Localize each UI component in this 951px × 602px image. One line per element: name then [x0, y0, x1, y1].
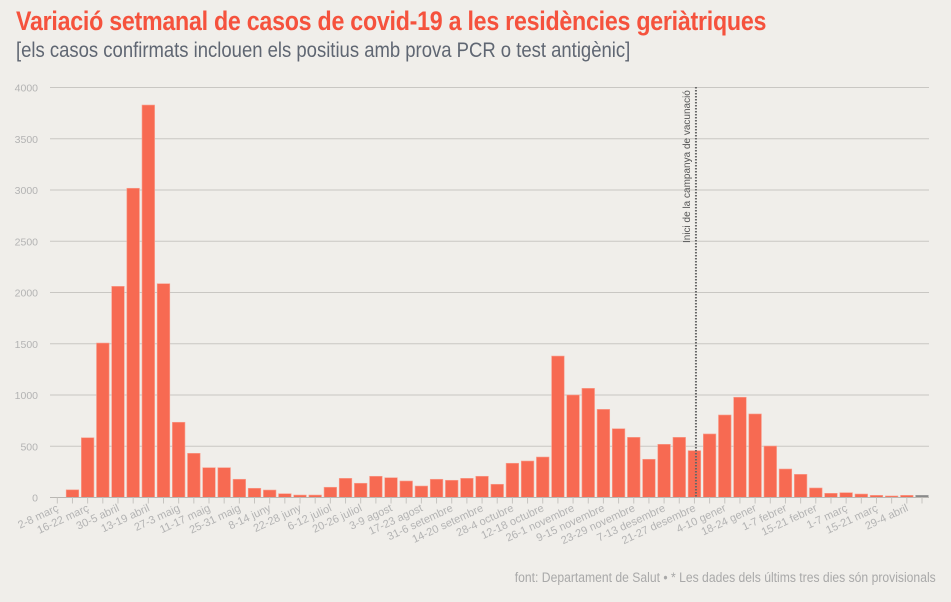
y-tick-label: 500 [20, 441, 38, 453]
bar [733, 396, 747, 498]
y-tick-label: 4000 [15, 83, 39, 95]
bar [384, 477, 398, 498]
bar [566, 394, 580, 498]
bar [156, 283, 171, 498]
bar [718, 414, 732, 498]
bar [172, 421, 186, 498]
y-axis-ticks: 0 500 1000 1500 2000 2500 3000 3500 4000 [15, 83, 39, 505]
bar [460, 478, 474, 498]
bar [263, 489, 277, 498]
bar [141, 104, 155, 498]
y-tick-label: 1000 [15, 390, 39, 402]
bar [247, 487, 262, 498]
bar [414, 485, 428, 498]
bar [111, 286, 125, 498]
y-tick-label: 1500 [15, 339, 39, 351]
chart-title: Variació setmanal de casos de covid-19 a… [16, 6, 767, 36]
bar [323, 486, 337, 498]
bar [202, 467, 216, 498]
bar [369, 475, 383, 498]
bar [475, 475, 489, 498]
bar [445, 479, 459, 498]
bar [399, 480, 413, 498]
bar [824, 492, 838, 498]
bar [490, 483, 504, 498]
bar [81, 437, 95, 498]
source-note: font: Departament de Salut • * Les dades… [515, 570, 936, 585]
bar [809, 487, 823, 498]
bar [429, 478, 444, 498]
bar [536, 456, 550, 498]
bar [611, 428, 626, 498]
y-tick-label: 3500 [15, 134, 39, 146]
bar [627, 437, 641, 498]
bar [65, 489, 80, 498]
bar [794, 474, 808, 498]
bar [354, 482, 368, 498]
bar [703, 433, 717, 498]
bar [657, 444, 671, 498]
bar [96, 342, 110, 498]
bar [581, 388, 595, 498]
bar [551, 355, 565, 498]
bar [642, 458, 656, 498]
bar [505, 462, 520, 498]
bar [217, 467, 231, 498]
bar [687, 450, 702, 498]
bar [338, 478, 353, 498]
bar [232, 478, 246, 498]
bar [748, 413, 762, 498]
bar [854, 493, 868, 498]
vaccination-label: Inici de la campanya de vacunació [682, 90, 693, 243]
bar [187, 453, 201, 498]
bar [520, 460, 535, 498]
bar [839, 492, 853, 498]
y-tick-label: 0 [32, 493, 38, 505]
vaccination-annotation: Inici de la campanya de vacunació [682, 87, 697, 498]
bar [596, 409, 611, 498]
bar [778, 468, 793, 498]
chart-subtitle: [els casos confirmats inclouen els posit… [16, 39, 631, 62]
y-tick-label: 2500 [15, 236, 39, 248]
grid-lines [50, 87, 929, 447]
y-tick-label: 2000 [15, 288, 39, 300]
bars [65, 104, 929, 498]
bar [763, 445, 777, 498]
bar [278, 493, 292, 498]
bar [126, 187, 140, 498]
bar [672, 437, 686, 498]
y-tick-label: 3000 [15, 185, 39, 197]
